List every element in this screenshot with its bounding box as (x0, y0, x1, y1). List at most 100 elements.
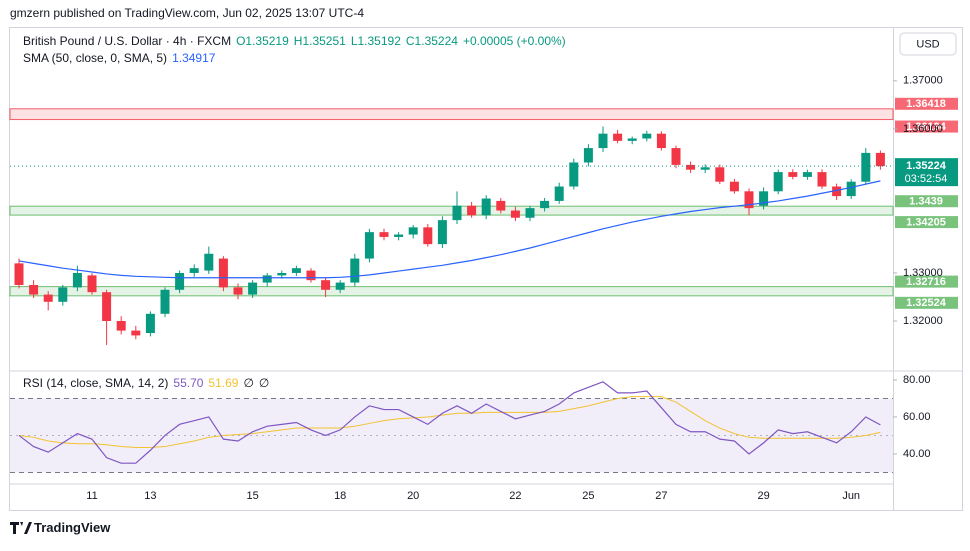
zone-label: 1.32524 (906, 297, 947, 309)
zone (9, 286, 894, 297)
candle-body (248, 282, 258, 295)
candle-body (408, 227, 418, 235)
candle-body (861, 152, 871, 182)
candle-body (802, 172, 812, 177)
candle-body (715, 167, 725, 182)
candle-body (583, 148, 593, 163)
candle-body (788, 172, 798, 177)
zone-label-box (895, 216, 958, 229)
zone-label: 1.34205 (906, 216, 946, 228)
header: gmzern published on TradingView.com, Jun… (10, 6, 364, 20)
candle-body (189, 268, 199, 273)
candle-body (569, 162, 579, 187)
candle-body (262, 275, 272, 283)
candle-body (773, 172, 783, 192)
candle-body (613, 133, 623, 141)
candle-body (875, 152, 885, 167)
candle-body (423, 227, 433, 245)
countdown: 03:52:54 (905, 173, 948, 185)
rsi-signal-legend-value: 51.69 (208, 376, 238, 390)
legend-open: O1.35219 (236, 34, 289, 48)
last-price-label: 1.35224 (906, 160, 947, 172)
candle-body (277, 272, 287, 276)
rsi-band (10, 398, 893, 473)
rsi-line (18, 381, 881, 464)
candle-body (467, 205, 477, 216)
x-tick-label: 27 (655, 490, 667, 502)
legend-low: L1.35192 (351, 34, 401, 48)
rsi-legend-extra: ∅ (259, 376, 269, 390)
candle-body (43, 294, 53, 302)
candle-body (204, 253, 214, 271)
y-tick-label: 1.36000 (903, 123, 943, 135)
candle-body (145, 313, 155, 334)
rsi-tick-label: 80.00 (903, 374, 931, 386)
candle-body (218, 258, 228, 288)
legend-title: British Pound / U.S. Dollar · 4h · FXCM (23, 34, 231, 48)
candle-body (335, 282, 345, 290)
zone-label: 1.32716 (906, 276, 946, 288)
x-tick-label: 20 (407, 490, 419, 502)
x-tick-label: 15 (246, 490, 258, 502)
x-tick-label: 22 (509, 490, 521, 502)
rsi-tick-label: 40.00 (903, 448, 931, 460)
candle-body (437, 220, 447, 245)
zone (9, 205, 894, 216)
zone-label-box (895, 120, 958, 133)
currency[interactable]: USD (916, 38, 939, 50)
candle-body (452, 205, 462, 221)
x-tick-label: 13 (144, 490, 156, 502)
candle-body (379, 232, 389, 237)
candle-body (554, 186, 564, 201)
candle-body (627, 138, 637, 141)
sma-line (18, 180, 881, 279)
x-tick-label: 11 (86, 490, 97, 502)
zone (9, 108, 894, 121)
y-tick-label: 1.33000 (903, 267, 943, 279)
candle-body (131, 330, 141, 336)
candle-body (510, 210, 520, 218)
currency-button[interactable] (899, 32, 957, 56)
zone-label-box (895, 195, 958, 208)
candle-body (175, 272, 185, 290)
candle-body (496, 200, 506, 211)
rsi-signal-line (18, 396, 881, 448)
zone-label: 1.3439 (909, 196, 943, 208)
frame (9, 27, 963, 511)
candle-body (116, 321, 126, 331)
zone-label-box (895, 275, 958, 288)
rsi-legend-extra: ∅ (243, 376, 253, 390)
legend: British Pound / U.S. Dollar · 4h · FXCM O… (23, 34, 566, 48)
candle-body (686, 164, 696, 170)
candle-body (87, 275, 97, 293)
candle-body (832, 186, 842, 197)
rsi-legend-value: 55.70 (173, 376, 203, 390)
sma-legend-value: 1.34917 (172, 51, 216, 65)
candle-body (525, 208, 535, 218)
candle-body (671, 148, 681, 165)
x-tick-label: 29 (757, 490, 769, 502)
candle-body (14, 263, 24, 285)
legend-high: H1.35251 (294, 34, 346, 48)
candle-body (656, 133, 666, 149)
x-tick-label: 18 (334, 490, 346, 502)
zone-label: 1.36194 (906, 121, 947, 133)
footer-logo (10, 522, 32, 534)
x-tick-label: 25 (582, 490, 594, 502)
candle-body (58, 287, 68, 302)
candle-body (846, 181, 856, 197)
candle-body (306, 270, 316, 281)
candle-body (350, 258, 360, 283)
candle-body (233, 287, 243, 295)
footer-brand: TradingView (34, 520, 111, 535)
candle-body (540, 200, 550, 209)
zone-label-box (895, 97, 958, 110)
candle-body (291, 268, 301, 273)
candle-body (481, 198, 491, 216)
zone-label: 1.36418 (906, 98, 946, 110)
candle-body (72, 272, 82, 288)
candle-body (700, 167, 710, 170)
